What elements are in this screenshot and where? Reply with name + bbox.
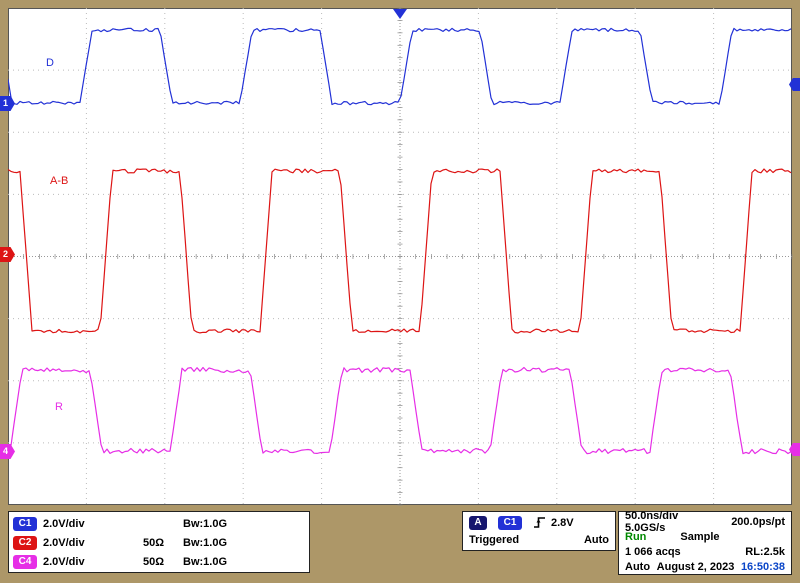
channel-readout-c1[interactable]: C1 2.0V/div Bw:1.0G <box>13 514 305 533</box>
timebase-value: 50.0ns/div <box>625 509 679 522</box>
channel-marker-c1[interactable]: 1 <box>0 96 15 111</box>
c1-bandwidth: Bw:1.0G <box>183 517 228 530</box>
date-label: August 2, 2023 <box>656 560 735 573</box>
acq-count: 1 066 acqs <box>625 545 681 558</box>
channel-readouts: C1 2.0V/div Bw:1.0G C2 2.0V/div 50Ω Bw:1… <box>8 511 310 573</box>
channel-readout-c4[interactable]: C4 2.0V/div 50Ω Bw:1.0G <box>13 552 305 571</box>
trace-c1 <box>8 27 792 106</box>
trigger-position-marker[interactable] <box>393 9 407 19</box>
trigger-source-badge[interactable]: C1 <box>498 515 522 530</box>
resolution: 200.0ps/pt <box>731 515 785 528</box>
record-length: RL:2.5k <box>745 545 785 558</box>
trace-c4 <box>8 366 792 455</box>
c4-bandwidth: Bw:1.0G <box>183 555 228 568</box>
trigger-mode: Auto <box>583 533 609 546</box>
c2-badge[interactable]: C2 <box>13 535 37 550</box>
timebase-row: 50.0ns/div 5.0GS/s 200.0ps/pt <box>625 510 785 534</box>
horizontal-acq-readout[interactable]: 50.0ns/div 5.0GS/s 200.0ps/pt Run Sample… <box>618 510 792 575</box>
trace-label-c4: R <box>55 401 63 413</box>
rising-edge-icon <box>533 516 546 529</box>
trigger-readout[interactable]: A C1 2.8V Triggered Auto <box>462 511 616 551</box>
channel-readout-c2[interactable]: C2 2.0V/div 50Ω Bw:1.0G <box>13 533 305 552</box>
c4-badge[interactable]: C4 <box>13 554 37 569</box>
acq-state-row: Run Sample <box>625 529 785 544</box>
trace-label-c2: A-B <box>50 175 68 187</box>
datetime-row: Auto August 2, 2023 16:50:38 <box>625 559 785 574</box>
trace-c2 <box>8 168 792 334</box>
acq-mode: Sample <box>680 530 720 543</box>
sample-rate: 5.0GS/s <box>625 521 666 534</box>
trigger-mode-label: Auto <box>625 560 651 573</box>
acq-count-row: 1 066 acqs RL:2.5k <box>625 544 785 559</box>
trigger-settings-row: A C1 2.8V <box>469 514 609 531</box>
trigger-a-badge: A <box>469 515 487 530</box>
channel-marker-c4[interactable]: 4 <box>0 444 15 459</box>
run-state: Run <box>625 530 647 543</box>
c2-scale: 2.0V/div <box>43 536 85 549</box>
c1-badge[interactable]: C1 <box>13 516 37 531</box>
c4-impedance: 50Ω <box>143 555 165 568</box>
c2-bandwidth: Bw:1.0G <box>183 536 228 549</box>
c4-scale: 2.0V/div <box>43 555 85 568</box>
trace-label-c1: D <box>46 57 54 69</box>
trigger-level-arrow[interactable] <box>789 78 800 91</box>
c2-impedance: 50Ω <box>143 536 165 549</box>
trigger-level: 2.8V <box>551 516 574 529</box>
trigger-status: Triggered <box>469 533 520 546</box>
channel-marker-c2[interactable]: 2 <box>0 247 15 262</box>
c4-level-arrow[interactable] <box>789 443 800 456</box>
time-label: 16:50:38 <box>740 560 785 573</box>
trigger-status-row: Triggered Auto <box>469 531 609 548</box>
c1-scale: 2.0V/div <box>43 517 85 530</box>
